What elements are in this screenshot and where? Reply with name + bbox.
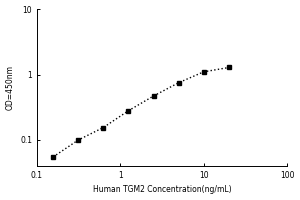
X-axis label: Human TGM2 Concentration(ng/mL): Human TGM2 Concentration(ng/mL) — [93, 185, 231, 194]
Y-axis label: OD=450nm: OD=450nm — [6, 65, 15, 110]
